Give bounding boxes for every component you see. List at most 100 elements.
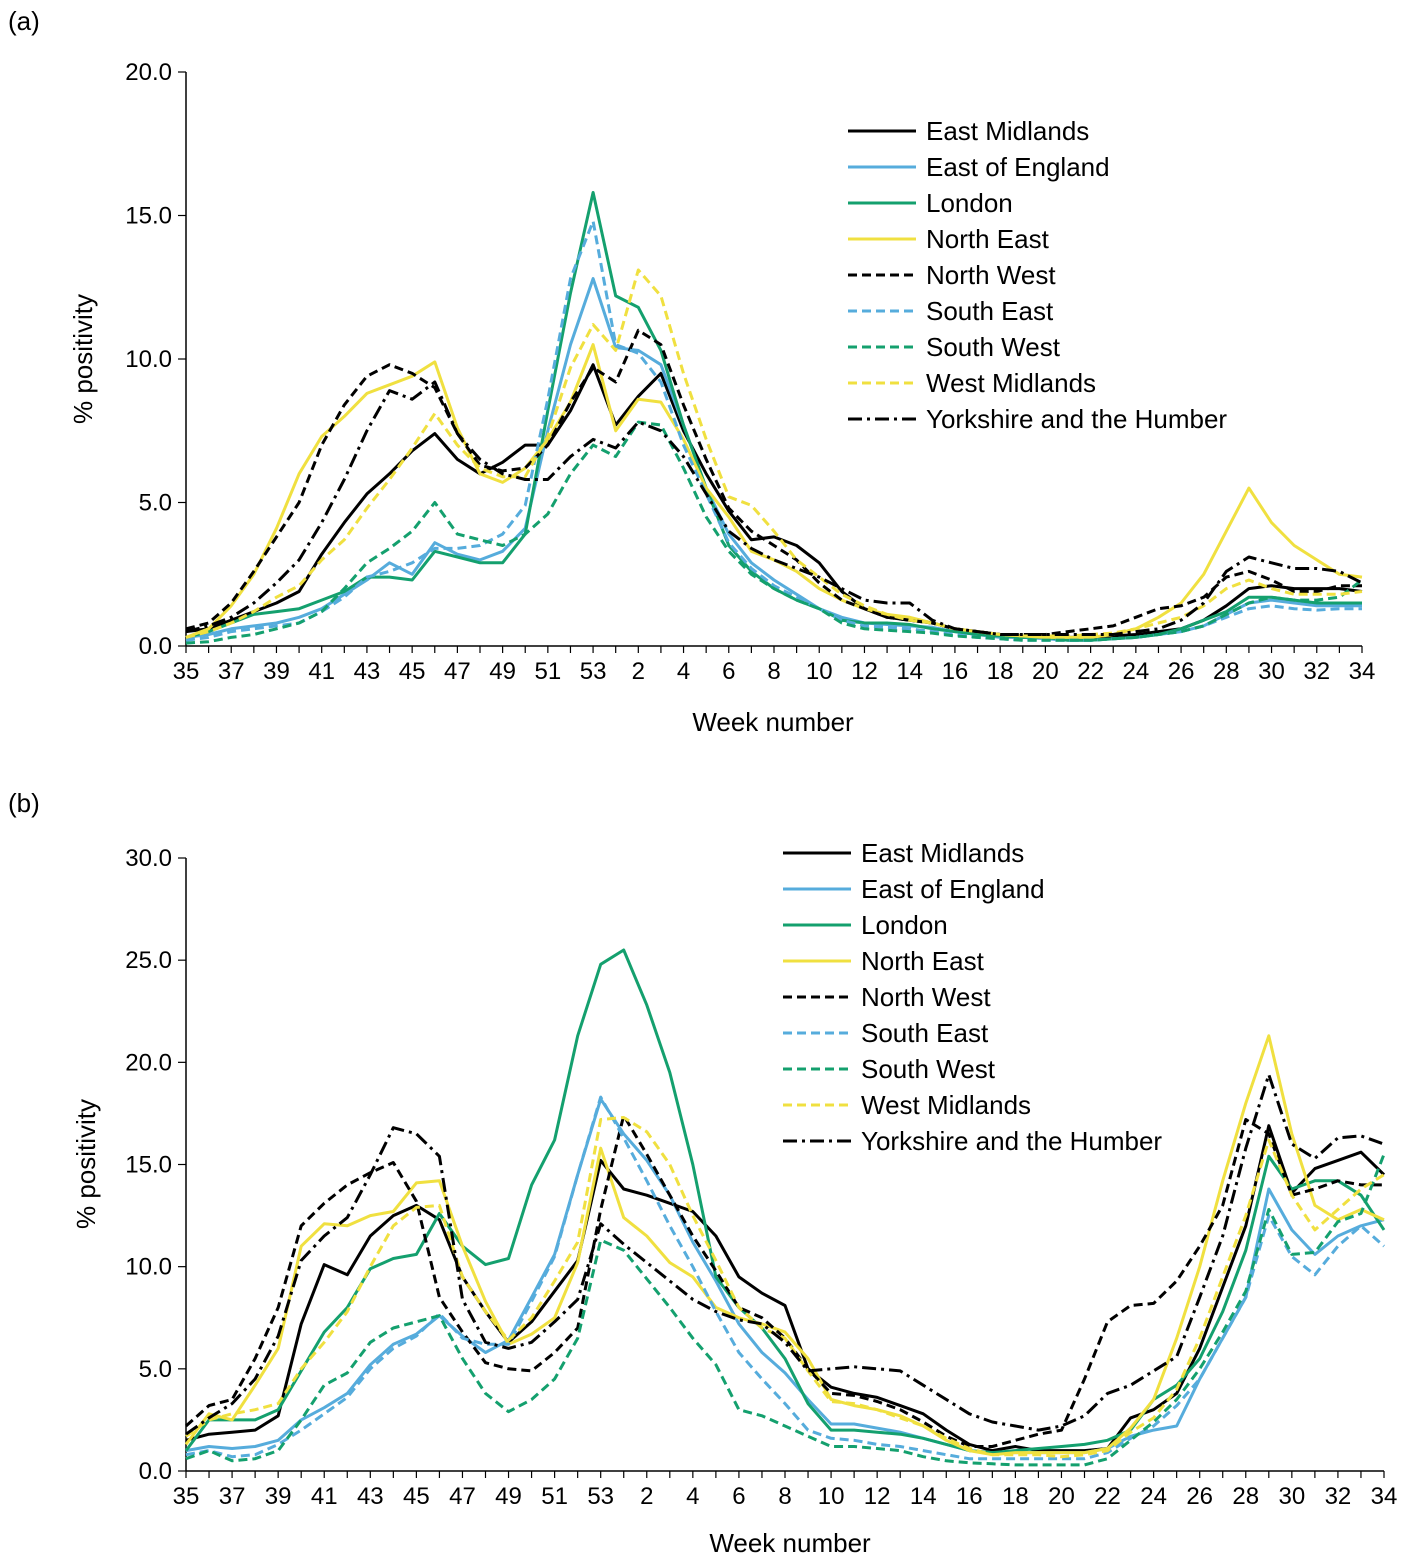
- x-tick-label: 18: [987, 658, 1014, 685]
- series-line: [185, 219, 1362, 642]
- x-tick-label: 30: [1258, 658, 1285, 685]
- x-tick-label: 20: [1032, 658, 1059, 685]
- y-tick-label: 25.0: [125, 947, 172, 974]
- x-tick-label: 53: [587, 1483, 614, 1510]
- x-tick-label: 28: [1232, 1483, 1259, 1510]
- series-line: [184, 1034, 1385, 1457]
- series-line: [185, 1116, 1385, 1459]
- y-axis-title-b: % positivity: [71, 1099, 101, 1229]
- legend-b: East Midlands East of England London North …: [783, 838, 1162, 1156]
- x-tick-label: 37: [219, 1483, 246, 1510]
- x-axis-title-a: Week number: [692, 707, 854, 737]
- x-tick-label: 32: [1303, 658, 1330, 685]
- legend-label: South East: [861, 1018, 989, 1048]
- series-line: [185, 343, 1363, 639]
- x-tick-label: 2: [640, 1483, 653, 1510]
- series-line: [185, 363, 1363, 639]
- legend-label: North West: [861, 982, 991, 1012]
- x-tick-label: 2: [632, 658, 645, 685]
- x-tick-label: 49: [495, 1483, 522, 1510]
- chart-panel-b: (b) % positivity Week number 0.0 5.0 10.0 1…: [8, 788, 1397, 1558]
- legend-label: East Midlands: [926, 116, 1089, 146]
- x-tick-label: 30: [1278, 1483, 1305, 1510]
- series-line: [185, 1097, 1385, 1455]
- series-line: [185, 1073, 1385, 1436]
- x-tick-label: 39: [263, 658, 290, 685]
- legend-label: South West: [926, 332, 1061, 362]
- x-tick-label: 6: [722, 658, 735, 685]
- x-tick-label: 8: [767, 658, 780, 685]
- x-tick-label: 41: [311, 1483, 338, 1510]
- x-tick-label: 37: [218, 658, 245, 685]
- x-tick-label: 32: [1325, 1483, 1352, 1510]
- series-line: [185, 1153, 1386, 1467]
- series-line: [184, 948, 1386, 1455]
- legend-label: London: [861, 910, 948, 940]
- x-tick-label: 43: [357, 1483, 384, 1510]
- chart-panel-a: (a) % positivity Week number 0.0 5.0 10.0 1…: [8, 6, 1375, 737]
- x-tick-label: 24: [1122, 658, 1149, 685]
- x-tick-label: 49: [489, 658, 516, 685]
- axes-a: 0.05.010.015.020.035 37 39 41 43 45 47 49 51 53 2 4…: [125, 59, 1375, 685]
- y-tick-label: 15.0: [125, 203, 172, 230]
- x-tick-label: 45: [399, 658, 426, 685]
- series-line: [185, 328, 1362, 636]
- x-tick-label: 14: [910, 1483, 937, 1510]
- series-line: [185, 1114, 1384, 1448]
- legend-label: East Midlands: [861, 838, 1024, 868]
- y-tick-label: 20.0: [125, 59, 172, 86]
- series-line: [185, 380, 1363, 636]
- x-tick-label: 51: [541, 1483, 568, 1510]
- legend-label: South East: [926, 296, 1054, 326]
- x-tick-label: 6: [732, 1483, 745, 1510]
- x-axis-title-b: Week number: [709, 1528, 871, 1558]
- y-tick-label: 0.0: [139, 1458, 172, 1485]
- x-tick-label: 12: [851, 658, 878, 685]
- y-tick-label: 5.0: [139, 1356, 172, 1383]
- x-tick-label: 47: [444, 658, 471, 685]
- x-tick-label: 35: [173, 1483, 200, 1510]
- legend-label: West Midlands: [861, 1090, 1031, 1120]
- x-tick-label: 8: [778, 1483, 791, 1510]
- y-tick-label: 20.0: [125, 1049, 172, 1076]
- axes-b: 0.0 5.0 10.0 15.0 20.0 25.0 30.0 35 37 39 41 43 45 47…: [125, 845, 1397, 1510]
- legend-label: North West: [926, 260, 1056, 290]
- y-axis-title-a: % positivity: [68, 294, 98, 424]
- x-tick-label: 26: [1168, 658, 1195, 685]
- series-layer-b: [184, 948, 1386, 1467]
- y-tick-label: 0.0: [139, 633, 172, 660]
- x-tick-label: 12: [864, 1483, 891, 1510]
- legend-label: London: [926, 188, 1013, 218]
- x-tick-label: 26: [1186, 1483, 1213, 1510]
- y-tick-label: 5.0: [139, 490, 172, 517]
- legend-label: East of England: [861, 874, 1045, 904]
- legend-label: South West: [861, 1054, 996, 1084]
- series-layer-a: [185, 191, 1363, 645]
- x-tick-label: 47: [449, 1483, 476, 1510]
- x-tick-label: 43: [354, 658, 381, 685]
- series-line: [185, 1095, 1385, 1461]
- series-line: [185, 420, 1363, 645]
- panel-label-b: (b): [8, 788, 40, 818]
- x-tick-label: 10: [806, 658, 833, 685]
- y-tick-label: 15.0: [125, 1152, 172, 1179]
- x-tick-label: 4: [686, 1483, 699, 1510]
- x-tick-label: 16: [942, 658, 969, 685]
- series-line: [185, 268, 1363, 639]
- x-tick-label: 51: [534, 658, 561, 685]
- x-tick-label: 16: [956, 1483, 983, 1510]
- legend-label: West Midlands: [926, 368, 1096, 398]
- x-tick-label: 35: [173, 658, 200, 685]
- x-tick-label: 34: [1371, 1483, 1398, 1510]
- x-tick-label: 28: [1213, 658, 1240, 685]
- x-tick-label: 22: [1077, 658, 1104, 685]
- x-tick-label: 45: [403, 1483, 430, 1510]
- x-tick-label: 20: [1048, 1483, 1075, 1510]
- x-tick-label: 24: [1140, 1483, 1167, 1510]
- legend-label: North East: [861, 946, 985, 976]
- panel-label-a: (a): [8, 6, 40, 36]
- x-tick-label: 4: [677, 658, 690, 685]
- x-tick-label: 39: [265, 1483, 292, 1510]
- x-tick-label: 53: [580, 658, 607, 685]
